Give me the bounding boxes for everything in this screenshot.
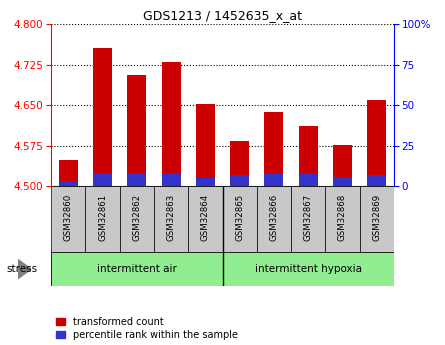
- Bar: [188, 186, 222, 252]
- Text: GSM32863: GSM32863: [166, 194, 176, 242]
- Bar: [93, 48, 112, 186]
- Text: GSM32861: GSM32861: [98, 194, 107, 242]
- Bar: [162, 62, 181, 186]
- Title: GDS1213 / 1452635_x_at: GDS1213 / 1452635_x_at: [143, 9, 302, 22]
- Bar: [333, 177, 352, 186]
- Text: GSM32864: GSM32864: [201, 194, 210, 242]
- Text: intermittent air: intermittent air: [97, 264, 177, 274]
- Bar: [367, 175, 386, 186]
- Bar: [291, 186, 325, 252]
- Bar: [93, 173, 112, 186]
- Text: GSM32869: GSM32869: [372, 194, 381, 241]
- Text: GSM32860: GSM32860: [64, 194, 73, 242]
- Text: intermittent hypoxia: intermittent hypoxia: [255, 264, 362, 274]
- Bar: [51, 252, 223, 286]
- Bar: [59, 181, 78, 186]
- Bar: [127, 76, 146, 186]
- Bar: [299, 173, 318, 186]
- Bar: [299, 126, 318, 186]
- Bar: [59, 160, 78, 186]
- Bar: [154, 186, 188, 252]
- Polygon shape: [18, 259, 31, 279]
- Text: GSM32868: GSM32868: [338, 194, 347, 242]
- Bar: [127, 173, 146, 186]
- Bar: [120, 186, 154, 252]
- Bar: [85, 186, 120, 252]
- Text: GSM32862: GSM32862: [132, 194, 142, 242]
- Bar: [264, 112, 283, 186]
- Bar: [51, 186, 85, 252]
- Bar: [264, 173, 283, 186]
- Bar: [222, 186, 257, 252]
- Bar: [367, 100, 386, 186]
- Bar: [162, 173, 181, 186]
- Bar: [230, 175, 249, 186]
- Bar: [196, 104, 215, 186]
- Bar: [333, 145, 352, 186]
- Legend: transformed count, percentile rank within the sample: transformed count, percentile rank withi…: [56, 317, 238, 340]
- Text: stress: stress: [7, 264, 38, 274]
- Text: GSM32865: GSM32865: [235, 194, 244, 242]
- Text: GSM32866: GSM32866: [269, 194, 279, 242]
- Text: GSM32867: GSM32867: [303, 194, 313, 242]
- Bar: [325, 186, 360, 252]
- Bar: [222, 252, 394, 286]
- Bar: [230, 141, 249, 186]
- Bar: [196, 178, 215, 186]
- Bar: [360, 186, 394, 252]
- Bar: [257, 186, 291, 252]
